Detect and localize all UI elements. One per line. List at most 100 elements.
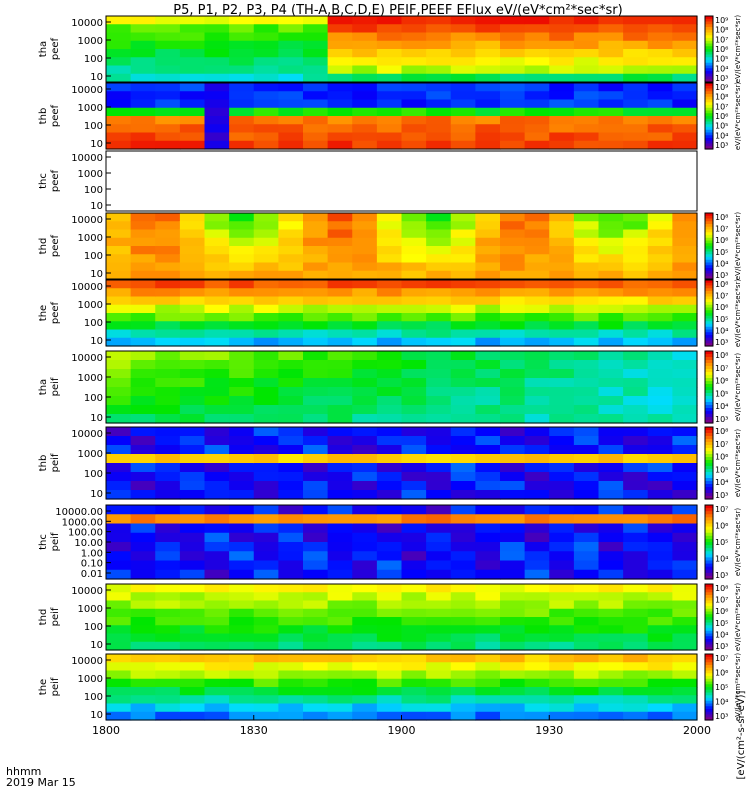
heat-cell [573,24,600,34]
heat-cell [647,16,673,25]
heat-cell [426,592,452,602]
heat-cell [598,414,624,424]
colorbar-tick-label: 10⁴ [715,259,728,268]
heat-cell [130,132,156,142]
heat-cell [549,703,575,713]
heat-cell [426,254,452,264]
heat-cell [647,321,673,331]
heat-cell [475,57,501,67]
colorbar-segment [705,83,713,87]
panel-species-label: peif [50,377,61,396]
heat-cell [204,608,230,618]
heat-cell [401,360,427,370]
heat-cell [524,378,550,388]
heat-cell [401,678,427,688]
heat-cell [229,427,255,437]
heat-cell [450,662,476,672]
heat-cell [426,132,452,142]
heat-cell [500,670,526,680]
heat-cell [475,551,501,562]
heat-cell [450,687,476,696]
heat-cell [303,140,329,150]
heat-cell [204,280,230,289]
heat-cell [179,670,206,680]
heat-cell [450,329,476,339]
colorbar-segment [705,335,713,339]
heat-cell [573,427,600,437]
heat-cell [598,387,624,397]
heat-cell [524,387,550,397]
colorbar-segment [705,68,713,72]
colorbar-segment [705,235,713,239]
heat-cell [475,16,501,25]
heat-cell [253,670,279,680]
heat-cell [475,703,501,713]
heat-cell [450,262,476,272]
heat-cell [376,703,403,713]
heat-cell [426,387,452,397]
colorbar-segment [705,614,713,618]
heat-cell [475,296,501,306]
heat-cell [327,445,353,455]
heat-cell [303,523,329,534]
heat-cell [179,262,206,272]
heat-cell [327,463,353,473]
heat-cell [278,703,304,713]
heat-cell [376,32,403,42]
heat-cell [204,481,230,491]
heat-cell [303,91,329,101]
heat-cell [130,304,156,314]
heat-cell [327,83,353,92]
heat-cell [204,436,230,446]
heat-cell [155,321,181,331]
heat-cell [155,369,181,379]
heat-cell [278,592,304,602]
heat-cell [376,99,403,109]
y-tick-label: 100 [84,121,103,132]
colorbar-segment [705,384,713,388]
heat-cell [672,592,698,602]
heat-cell [106,313,132,322]
heat-cell [475,83,501,92]
heat-cell [204,617,230,626]
heat-cell [573,625,600,635]
heat-cell [524,369,550,379]
y-tick-label: 1000 [78,674,103,685]
heat-cell [500,378,526,388]
heat-cell [623,16,649,25]
heat-cell [401,73,427,83]
colorbar-tick-label: 10⁷ [715,292,728,301]
panel-probe-label: tha [38,379,49,395]
heat-cell [327,229,353,239]
time-axis-unit-label: hhmm [6,765,41,778]
heat-cell [352,584,378,593]
heat-cell [106,414,132,424]
heat-cell [549,514,575,525]
heat-cell [524,445,550,455]
heat-cell [303,132,329,142]
heat-cell [327,140,353,150]
heat-cell [204,472,230,482]
y-tick-label: 10000 [71,656,103,667]
heat-cell [179,221,206,231]
heat-cell [573,91,600,101]
heat-cell [130,124,156,134]
panel-frame [105,212,698,280]
heat-cell [327,91,353,101]
heat-cell [303,569,329,580]
heat-cell [426,405,452,415]
heat-cell [130,445,156,455]
x-tick-label: 1800 [92,724,120,737]
heat-cell [524,654,550,663]
heat-cell [672,600,698,610]
heat-cell [672,695,698,705]
colorbar-segment [705,673,713,677]
heat-cell [179,124,206,134]
heat-cell [303,514,329,525]
colorbar-tick-label: 10⁵ [715,315,728,324]
colorbar-segment [705,94,713,98]
heat-cell [130,490,156,500]
heat-cell [130,711,156,721]
heat-cell [278,608,304,618]
